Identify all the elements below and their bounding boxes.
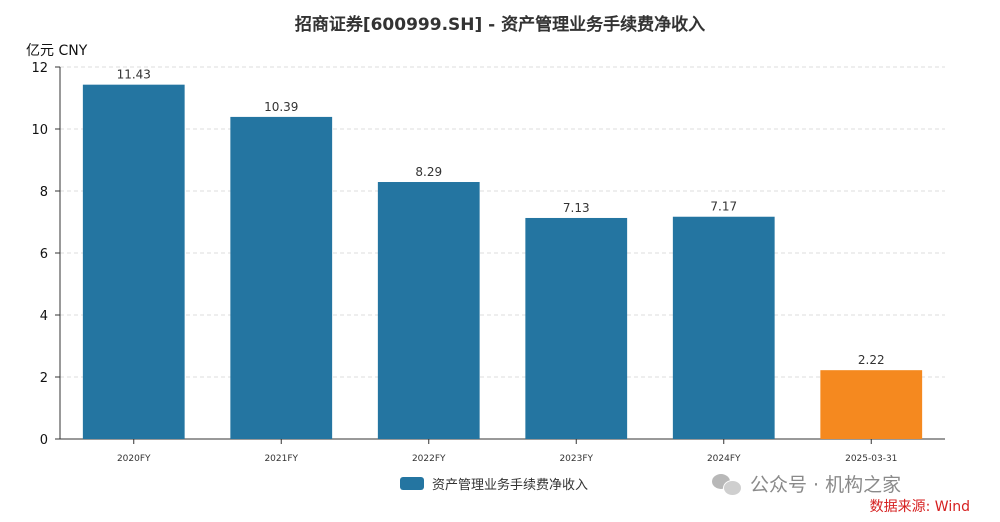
bar-value-label: 2.22 <box>858 353 885 367</box>
legend[interactable]: 资产管理业务手续费净收入 <box>400 474 588 493</box>
y-tick-label: 6 <box>40 247 48 262</box>
legend-label: 资产管理业务手续费净收入 <box>432 478 589 493</box>
y-tick-label: 0 <box>40 433 48 448</box>
bar-value-label: 7.13 <box>563 201 590 215</box>
x-tick-label: 2023FY <box>559 454 593 464</box>
legend-swatch <box>400 477 424 490</box>
bar-2025-03-31 <box>820 370 923 439</box>
bar-value-label: 11.43 <box>117 68 151 82</box>
x-tick-label: 2024FY <box>707 454 741 464</box>
bar-2023FY <box>525 217 628 439</box>
bar-value-label: 10.39 <box>264 100 298 114</box>
x-tick-label: 2021FY <box>264 454 298 464</box>
y-tick-label: 4 <box>40 309 48 324</box>
bar-value-label: 8.29 <box>415 165 442 179</box>
wechat-icon <box>712 472 742 496</box>
chart-title: 招商证券[600999.SH] - 资产管理业务手续费净收入 <box>294 15 706 35</box>
bar-2021FY <box>230 116 333 439</box>
y-tick-label: 2 <box>40 371 48 386</box>
bar-2020FY <box>82 84 185 440</box>
watermark: 公众号 · 机构之家 <box>712 470 901 497</box>
x-tick-label: 2022FY <box>412 454 446 464</box>
y-tick-label: 10 <box>31 123 48 138</box>
bar-value-label: 7.17 <box>710 200 737 214</box>
bar-2022FY <box>377 182 480 439</box>
watermark-text: 公众号 · 机构之家 <box>750 474 902 496</box>
y-axis-unit-label: 亿元 CNY <box>26 43 88 59</box>
bar-2024FY <box>672 216 775 439</box>
x-tick-label: 2020FY <box>117 454 151 464</box>
data-source-label: 数据来源: Wind <box>869 499 970 515</box>
y-tick-label: 8 <box>40 185 48 200</box>
y-tick-label: 12 <box>31 61 48 76</box>
x-tick-label: 2025-03-31 <box>845 454 897 464</box>
